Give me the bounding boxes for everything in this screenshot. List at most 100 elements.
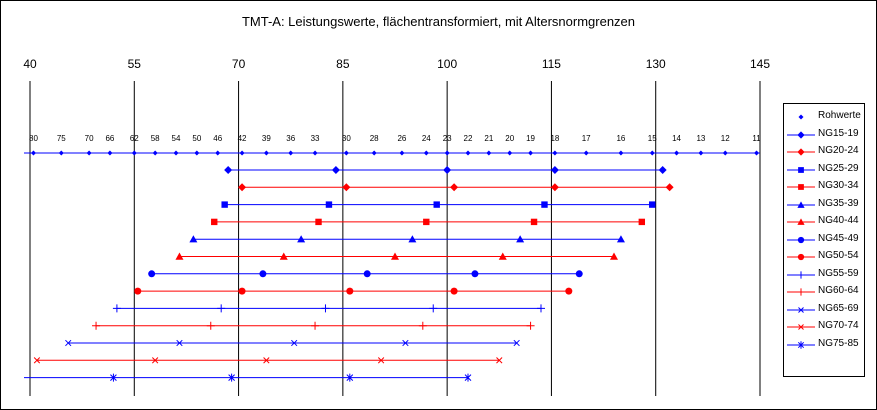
series-point [433,201,440,208]
legend-label: NG55-59 [818,267,859,279]
series-point [346,287,354,295]
legend-swatch [787,200,815,208]
series-point [112,304,121,313]
legend-swatch-marker [797,253,805,261]
raw-score-point [722,150,728,156]
raw-score-label: 16 [616,134,625,143]
series-point [638,218,646,226]
raw-score-label: 26 [397,134,406,143]
series-point [443,166,452,174]
legend-swatch [787,270,815,279]
series-point [537,304,545,313]
series-point [33,357,41,364]
legend-swatch-marker [798,306,804,313]
series-point [176,339,183,347]
series-point [496,357,503,364]
raw-score-point [465,150,471,156]
raw-score-point [288,150,294,156]
legend-swatch [787,306,815,313]
legend-swatch [787,148,815,156]
series-point [363,270,371,278]
series-point [259,270,267,278]
raw-score-label: 46 [213,134,222,143]
series-point [151,357,159,364]
legend-swatch-marker [798,184,804,190]
legend-swatch-marker [797,270,805,279]
x-tick-label: 55 [128,57,142,71]
legend-item: Rohwerte [784,108,864,125]
series-point [565,287,573,295]
raw-score-point [343,150,349,156]
legend-label: NG20-24 [818,145,859,156]
legend-swatch-marker [798,114,804,120]
x-tick-label: 100 [437,57,457,71]
raw-score-point [423,150,429,156]
legend-label: NG60-64 [818,285,859,296]
legend-label: NG65-69 [818,302,859,314]
raw-score-label: 15 [648,134,657,143]
x-tick-label: 40 [23,57,37,71]
legend-swatch [787,324,815,330]
series-point [263,357,270,364]
series-point [279,252,288,260]
legend-swatch-marker [797,218,805,225]
raw-score-label: 21 [484,134,493,143]
legend-swatch-marker [798,166,804,173]
chart-title: TMT-A: Leistungswerte, flächentransformi… [241,14,636,29]
series-point [391,252,399,260]
legend-label: NG25-29 [818,162,859,174]
series-point [311,321,320,330]
raw-score-point [239,150,245,156]
raw-score-label: 19 [526,134,535,143]
series-point [513,339,520,347]
raw-score-label: 28 [370,134,379,143]
legend-swatch [798,114,804,120]
raw-score-point [194,150,200,156]
raw-score-label: 80 [29,134,38,143]
legend-swatch [787,218,815,225]
raw-score-label: 62 [130,134,139,143]
series-point [450,287,458,295]
legend-label: NG70-74 [818,320,859,331]
raw-score-point [649,150,655,156]
legend-swatch-marker [797,130,805,139]
raw-score-label: 50 [192,134,201,143]
x-tick-label: 130 [646,57,666,71]
series-point [408,235,417,243]
legend-swatch [787,184,815,190]
series-point [175,252,184,260]
x-tick-label: 70 [232,57,246,71]
raw-score-point [754,150,760,156]
series-point [530,218,538,226]
raw-score-label: 54 [172,134,181,143]
legend-item: NG65-69 [784,301,864,318]
legend-swatch-marker [797,200,805,208]
legend-label: NG50-54 [818,250,859,261]
series-point [423,218,430,226]
series-point [418,321,427,330]
series-point [189,235,198,243]
series-point [238,183,247,192]
raw-score-label: 12 [721,134,730,143]
legend-swatch-marker [797,148,805,156]
series-point [238,287,246,295]
legend-item: NG50-54 [784,248,864,265]
series-point [616,235,625,243]
legend-item: NG40-44 [784,213,864,230]
raw-score-point [107,150,113,156]
legend-item: NG60-64 [784,283,864,300]
legend-item: NG25-29 [784,161,864,178]
series-point [665,183,674,192]
series-point [658,166,667,174]
series-point [575,270,583,278]
raw-score-label: 17 [582,134,591,143]
legend-swatch [787,340,815,349]
raw-score-label: 36 [286,134,295,143]
raw-score-point [173,150,179,156]
raw-score-point [215,150,221,156]
series-point [297,235,306,243]
legend-label: Rohwerte [818,110,861,121]
series-point [92,321,101,330]
legend-swatch-marker [797,288,805,296]
raw-score-label: 42 [238,134,247,143]
